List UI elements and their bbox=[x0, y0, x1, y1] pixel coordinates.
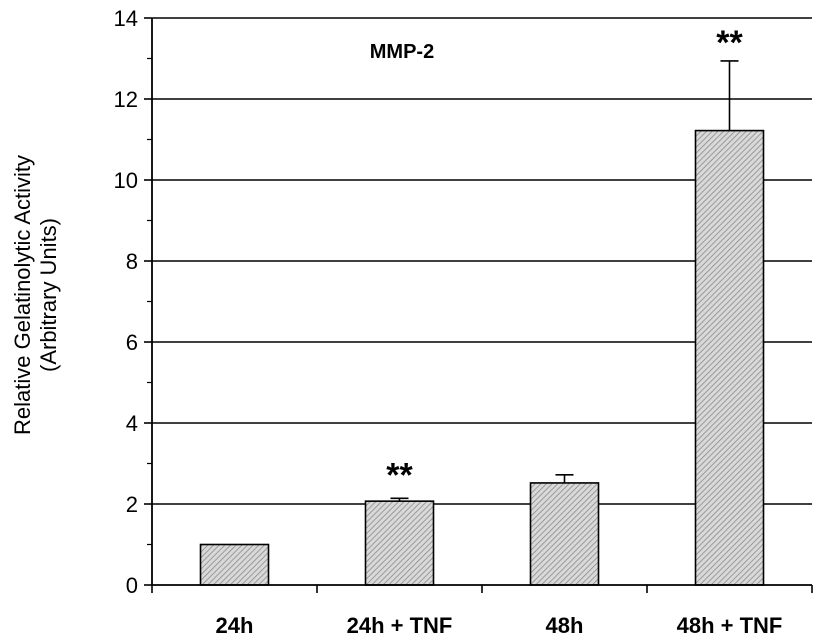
x-tick-label: 48h + TNF bbox=[677, 613, 783, 638]
gridlines bbox=[152, 17, 812, 505]
y-axis-ticks: 0 2 4 6 8 10 12 14 bbox=[114, 6, 152, 598]
x-axis-labels: 24h 24h + TNF 48h 48h + TNF bbox=[151, 585, 813, 638]
y-axis-title-line2: (Arbitrary Units) bbox=[36, 218, 61, 372]
y-tick-label: 2 bbox=[126, 492, 138, 517]
y-tick-label: 12 bbox=[114, 87, 138, 112]
y-axis-title-line1: Relative Gelatinolytic Activity bbox=[10, 155, 35, 435]
bars bbox=[199, 129, 765, 586]
y-tick-label: 10 bbox=[114, 168, 138, 193]
x-tick-label: 24h + TNF bbox=[347, 613, 453, 638]
x-tick-label: 24h bbox=[216, 613, 254, 638]
y-tick-label: 14 bbox=[114, 6, 138, 31]
significance-label: ** bbox=[716, 24, 743, 62]
y-tick-label: 6 bbox=[126, 330, 138, 355]
bar bbox=[529, 482, 600, 586]
significance-label: ** bbox=[386, 456, 413, 494]
chart-title: MMP-2 bbox=[370, 41, 434, 63]
x-tick-label: 48h bbox=[546, 613, 584, 638]
bar bbox=[199, 543, 270, 586]
bar bbox=[364, 500, 435, 586]
y-tick-label: 8 bbox=[126, 249, 138, 274]
significance-labels: ** ** bbox=[386, 24, 743, 494]
y-axis-title: Relative Gelatinolytic Activity (Arbitra… bbox=[10, 155, 61, 435]
error-bars bbox=[390, 60, 739, 502]
y-tick-label: 4 bbox=[126, 411, 138, 436]
bar bbox=[694, 129, 765, 586]
y-tick-label: 0 bbox=[126, 573, 138, 598]
